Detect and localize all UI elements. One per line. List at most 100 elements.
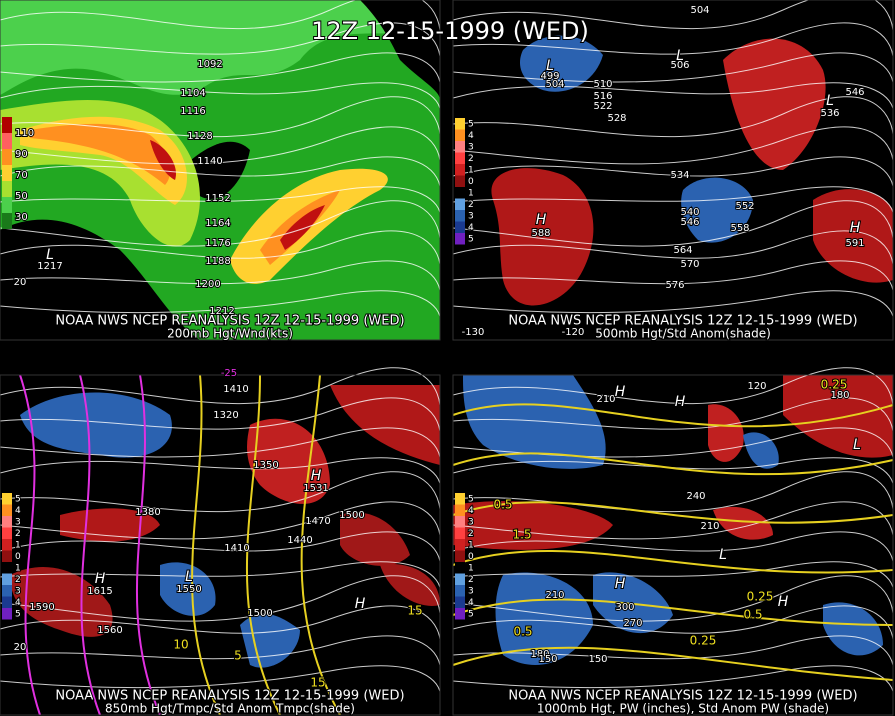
legend-swatch — [2, 539, 12, 551]
contour-label: 1152 — [205, 193, 230, 204]
legend-label: 3 — [15, 517, 21, 527]
legend-swatch — [2, 562, 12, 574]
legend-label: 50 — [15, 191, 28, 202]
contour-line — [0, 52, 441, 83]
legend-swatch — [455, 141, 465, 153]
panel-caption: NOAA NWS NCEP REANALYSIS 12Z 12-15-1999 … — [508, 314, 857, 329]
legend-label: 0 — [468, 177, 474, 187]
contour-label: 506 — [670, 60, 689, 71]
contour-label: 210 — [700, 521, 719, 532]
shade-region — [593, 572, 673, 634]
shade-region — [247, 418, 330, 504]
contour-line — [0, 531, 441, 562]
contour-line — [0, 230, 441, 265]
contour-label: 1212 — [209, 306, 234, 317]
contour-label: -25 — [221, 368, 237, 379]
legend-swatch — [2, 149, 12, 165]
contour-label: 546 — [680, 217, 699, 228]
contour-line — [452, 561, 894, 588]
shade-region — [330, 385, 440, 465]
contour-label: 522 — [593, 101, 612, 112]
legend-label: 3 — [15, 586, 21, 596]
legend-label: 90 — [15, 149, 28, 160]
legend-swatch — [455, 527, 465, 539]
contour-label: 1164 — [205, 218, 230, 229]
shade-region — [20, 392, 172, 458]
contour-line — [0, 635, 441, 666]
contour-line — [0, 290, 441, 317]
contour-line — [0, 575, 441, 622]
contour-line — [0, 397, 441, 432]
shade-region — [30, 123, 170, 185]
contour-line — [452, 397, 894, 432]
contour-label: 516 — [593, 91, 612, 102]
contour-line — [0, 561, 441, 588]
legend-swatch — [2, 181, 12, 197]
legend-swatch — [2, 608, 12, 620]
contour-label: H — [675, 394, 686, 410]
contour-line — [452, 471, 894, 513]
contour-label: 20 — [14, 277, 27, 288]
contour-label: 0.25 — [821, 378, 848, 392]
contour-line — [452, 156, 894, 187]
legend-swatch — [455, 596, 465, 608]
contour-label: 120 — [747, 381, 766, 392]
pw-contour — [452, 646, 894, 681]
panel: 110 90 70 50 30 NOAA NWS NCEP REANALYSIS 12Z … — [0, 0, 441, 342]
contour-label: 270 — [623, 618, 642, 629]
contour-label: -120 — [562, 327, 585, 338]
legend-label: 2 — [468, 200, 474, 210]
shade-region — [723, 38, 826, 170]
legend-swatch — [455, 516, 465, 528]
pw-contour — [452, 403, 894, 428]
contour-label: 0.5 — [513, 625, 532, 639]
shade-region — [495, 572, 593, 665]
pw-contour — [452, 598, 894, 626]
contour-label: 0.25 — [690, 634, 717, 648]
contour-line — [452, 290, 894, 317]
shade-region — [491, 168, 594, 306]
shade-region — [463, 375, 606, 469]
legend-label: 3 — [468, 142, 474, 152]
panel-caption: NOAA NWS NCEP REANALYSIS 12Z 12-15-1999 … — [508, 689, 857, 704]
legend-label: 1 — [468, 165, 474, 175]
legend-label: 1 — [468, 540, 474, 550]
contour-line — [0, 605, 441, 640]
contour-label: 588 — [531, 228, 550, 239]
panel-caption: NOAA NWS NCEP REANALYSIS 12Z 12-15-1999 … — [55, 689, 404, 704]
panel-caption: NOAA NWS NCEP REANALYSIS 12Z 12-15-1999 … — [55, 314, 404, 329]
legend-label: 2 — [468, 575, 474, 585]
contour-label: L — [46, 247, 54, 263]
contour-label: L — [719, 547, 727, 563]
contour-label: 0.25 — [747, 590, 774, 604]
legend-swatch — [455, 198, 465, 210]
contour-label: H — [615, 384, 626, 400]
contour-label: 576 — [665, 280, 684, 291]
legend-swatch — [455, 175, 465, 187]
contour-label: 1116 — [180, 106, 205, 117]
contour-label: 180 — [530, 649, 549, 660]
contour-label: 1092 — [197, 59, 222, 70]
legend-swatch — [2, 550, 12, 562]
contour-line — [452, 260, 894, 291]
contour-label: 534 — [670, 170, 689, 181]
contour-line — [0, 126, 441, 165]
legend-label: 4 — [468, 131, 474, 141]
contour-label: 1440 — [287, 535, 312, 546]
legend-label: 4 — [468, 598, 474, 608]
isotherm — [135, 374, 161, 716]
contour-line — [452, 665, 894, 692]
contour-label: 180 — [830, 390, 849, 401]
legend-swatch — [2, 133, 12, 149]
legend-label: 30 — [15, 212, 28, 223]
legend-swatch — [455, 129, 465, 141]
contour-label: 1500 — [339, 510, 364, 521]
legend-swatch — [2, 504, 12, 516]
contour-line — [0, 260, 441, 291]
contour-label: L — [676, 48, 684, 64]
isotherm — [245, 374, 281, 716]
shade-region — [813, 189, 893, 283]
contour-line — [452, 367, 894, 406]
